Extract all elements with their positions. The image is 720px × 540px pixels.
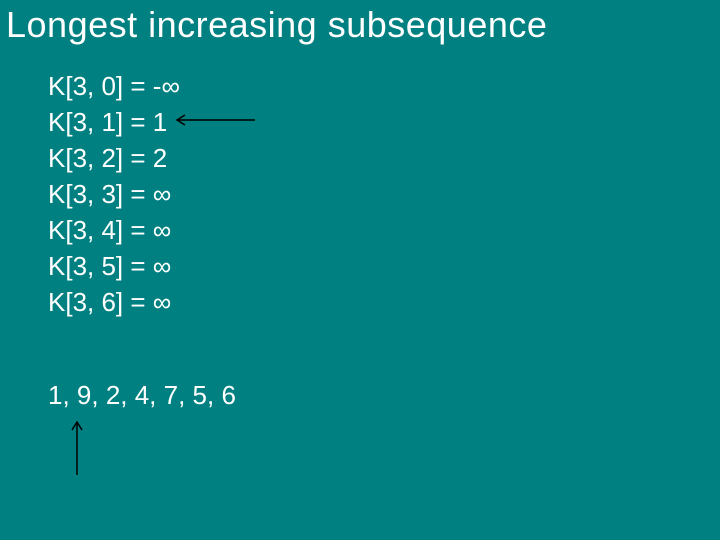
k-row: K[3, 3] = ∞ (48, 176, 180, 212)
k-value: 1 (153, 104, 167, 140)
arrow-horizontal-icon (175, 114, 257, 126)
k-equals: = (123, 104, 153, 140)
k-row: K[3, 1] = 1 (48, 104, 180, 140)
k-value-list: K[3, 0] = -∞ K[3, 1] = 1 K[3, 2] = 2 K[3… (48, 68, 180, 320)
k-equals: = (123, 284, 153, 320)
k-equals: = (123, 140, 153, 176)
k-value: ∞ (153, 248, 172, 284)
k-label: K[3, 1] (48, 104, 123, 140)
k-row: K[3, 6] = ∞ (48, 284, 180, 320)
k-label: K[3, 5] (48, 248, 123, 284)
k-row: K[3, 0] = -∞ (48, 68, 180, 104)
k-label: K[3, 2] (48, 140, 123, 176)
k-value: ∞ (153, 212, 172, 248)
k-label: K[3, 0] (48, 68, 123, 104)
k-label: K[3, 3] (48, 176, 123, 212)
k-value: ∞ (153, 284, 172, 320)
k-value: ∞ (153, 176, 172, 212)
k-equals: = (123, 68, 153, 104)
k-label: K[3, 6] (48, 284, 123, 320)
sequence-text: 1, 9, 2, 4, 7, 5, 6 (48, 380, 236, 411)
k-equals: = (123, 248, 153, 284)
k-row: K[3, 5] = ∞ (48, 248, 180, 284)
k-row: K[3, 4] = ∞ (48, 212, 180, 248)
k-row: K[3, 2] = 2 (48, 140, 180, 176)
k-label: K[3, 4] (48, 212, 123, 248)
arrow-vertical-icon (71, 420, 83, 477)
page-title: Longest increasing subsequence (0, 0, 720, 46)
k-value: 2 (153, 140, 167, 176)
k-value: -∞ (153, 68, 180, 104)
k-equals: = (123, 176, 153, 212)
k-equals: = (123, 212, 153, 248)
